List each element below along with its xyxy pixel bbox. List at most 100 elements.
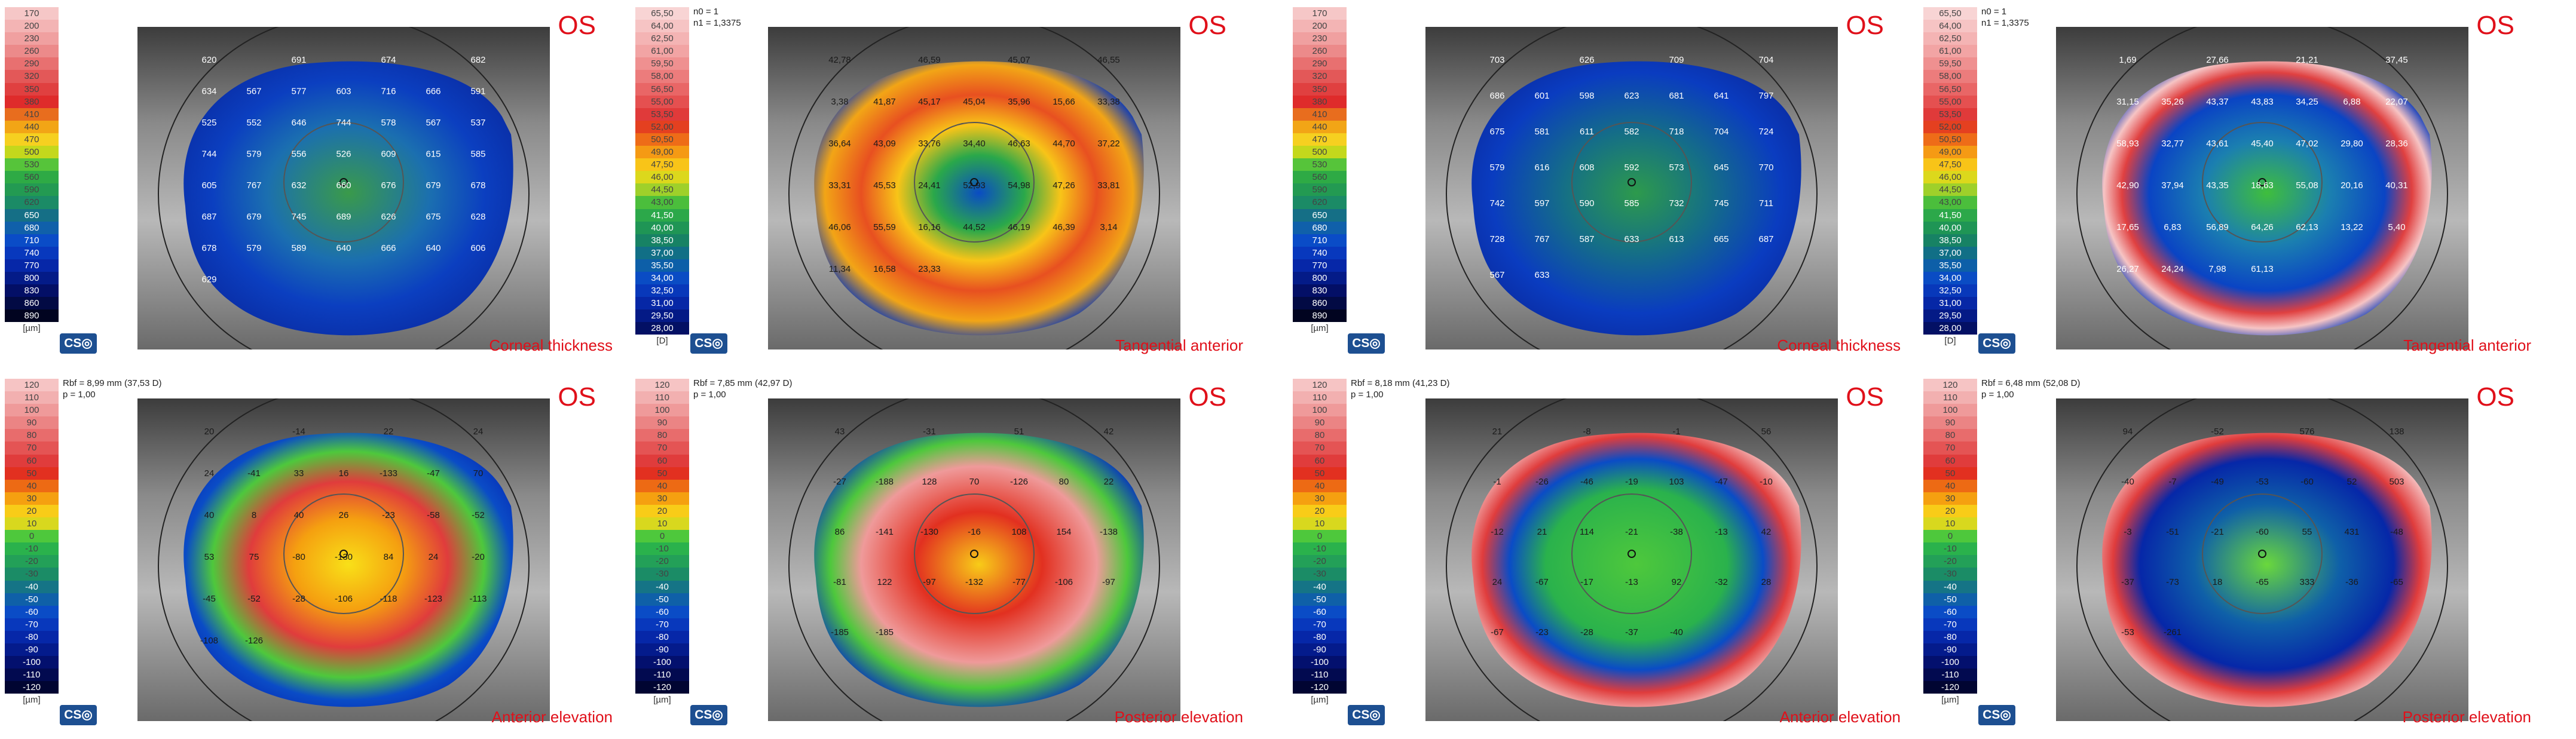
map-value-label: 18,63 (2251, 180, 2274, 191)
map-value-label: 40 (204, 510, 215, 520)
scale-value: 800 (5, 271, 59, 285)
scale-value: 35,50 (635, 259, 689, 272)
scale-value: 37,00 (1923, 246, 1977, 259)
map-value-label: 578 (381, 118, 396, 128)
map-value-label: -53 (2256, 477, 2269, 487)
map-parameter-line: Rbf = 6,48 mm (52,08 D) (1981, 378, 2081, 388)
scale-value: -80 (1293, 630, 1347, 643)
map-value-label: 47,02 (2296, 139, 2318, 149)
scale-value: 58,00 (1923, 70, 1977, 83)
map-value-label: 122 (877, 577, 892, 587)
map-value-label: -1 (1493, 477, 1501, 487)
scale-value: 320 (5, 70, 59, 83)
scale-value: 560 (1293, 171, 1347, 184)
map-parameter-line: Rbf = 8,99 mm (37,53 D) (63, 378, 162, 388)
map-value-label: 590 (1579, 198, 1594, 208)
map-value-label: 691 (291, 55, 306, 65)
map-value-label: 33,76 (918, 139, 941, 149)
map-value-label: -106 (1055, 577, 1073, 587)
scale-value: -100 (1923, 656, 1977, 669)
map-value-label: 21 (1537, 527, 1547, 537)
map-value-label: 46,59 (918, 55, 941, 65)
scale-value: 40 (1293, 479, 1347, 492)
map-value-label: 503 (2389, 477, 2404, 487)
scale-value: 31,00 (635, 297, 689, 310)
pupil-outline (283, 122, 404, 243)
scale-value: 32,50 (1923, 284, 1977, 298)
map-value-label: 40,31 (2385, 180, 2408, 191)
map-value-label: 42,90 (2116, 180, 2139, 191)
map-value-label: 6,83 (2164, 222, 2181, 232)
map-parameters: Rbf = 8,99 mm (37,53 D) p = 1,00 (63, 378, 161, 400)
scale-value: 38,50 (1923, 234, 1977, 247)
cso-logo: CS◎ (1348, 333, 1385, 354)
map-value-label: -47 (427, 468, 440, 479)
scale-value: -40 (635, 580, 689, 593)
corneal-vertex-marker (2258, 550, 2266, 558)
map-value-label: 37,94 (2161, 180, 2184, 191)
map-value-label: 70 (969, 477, 980, 487)
map-value-label: 34,25 (2296, 97, 2318, 107)
map-value-label: 589 (291, 243, 306, 253)
map-parameters: Rbf = 6,48 mm (52,08 D) p = 1,00 (1981, 378, 2080, 400)
map-value-label: 620 (201, 55, 216, 65)
map-value-label: 709 (1669, 55, 1684, 65)
map-value-label: 33 (294, 468, 304, 479)
scale-value: 50,50 (635, 133, 689, 146)
pupil-outline (1571, 122, 1692, 243)
color-map-region (183, 433, 513, 707)
color-map-region (814, 61, 1144, 336)
scale-value: -120 (635, 681, 689, 694)
map-value-label: 52,93 (963, 180, 986, 191)
scale-value: 200 (1293, 20, 1347, 33)
scale-value: 30 (1293, 492, 1347, 505)
color-scale: 120 110 100 90 80 70 60 50 40 30 20 10 0 -10 -20 -30 -40… (635, 379, 689, 705)
scale-value: -60 (635, 605, 689, 618)
scale-value: 46,00 (635, 171, 689, 184)
map-value-label: 33,31 (828, 180, 851, 191)
map-value-label: 43,09 (873, 139, 896, 149)
map-parameter-line: p = 1,00 (693, 390, 726, 400)
map-value-label: -73 (2166, 577, 2179, 587)
map-value-label: -67 (1491, 627, 1504, 637)
map-value-label: 745 (291, 212, 306, 222)
scale-value: 41,50 (1923, 208, 1977, 222)
cso-logo: CS◎ (60, 333, 97, 354)
scale-value: 200 (5, 20, 59, 33)
scale-value: 43,00 (635, 196, 689, 209)
pupil-outline (283, 493, 404, 614)
map-value-label: 46,06 (828, 222, 851, 232)
scale-value: -30 (1293, 568, 1347, 581)
map-value-label: -26 (1535, 477, 1549, 487)
map-value-label: 333 (2299, 577, 2314, 587)
scale-value: 61,00 (1923, 45, 1977, 58)
corneal-vertex-marker (970, 550, 978, 558)
map-value-label: 3,38 (831, 97, 848, 107)
map-value-label: 640 (336, 243, 351, 253)
scale-value: 56,50 (635, 82, 689, 96)
map-value-label: 676 (381, 180, 396, 191)
scale-value: 350 (5, 82, 59, 96)
map-value-label: 711 (1759, 198, 1773, 208)
scale-value: 440 (1293, 120, 1347, 133)
color-map-region (1471, 61, 1801, 336)
map-value-label: -10 (1760, 477, 1773, 487)
map-value-label: -13 (1625, 577, 1638, 587)
scale-value: 43,00 (1923, 196, 1977, 209)
scale-value: -120 (1923, 681, 1977, 694)
scale-value: 260 (5, 45, 59, 58)
scale-value: -90 (1923, 643, 1977, 657)
scale-value: 28,00 (1923, 322, 1977, 335)
color-map-region (814, 433, 1144, 707)
topography-panel-5: 120 110 100 90 80 70 60 50 40 30 20 10 0 -10 -20 -30 -40… (0, 372, 626, 737)
scale-value: -90 (5, 643, 59, 657)
scale-value: 29,50 (635, 309, 689, 323)
eye-side-label: OS (1188, 382, 1226, 412)
scale-value: -70 (5, 618, 59, 631)
map-value-label: 587 (1579, 234, 1594, 244)
map-value-label: 26 (339, 510, 349, 520)
map-value-label: 608 (1579, 162, 1594, 173)
map-value-label: 92 (1672, 577, 1682, 587)
map-value-label: 742 (1489, 198, 1504, 208)
color-map-region (2102, 61, 2432, 336)
